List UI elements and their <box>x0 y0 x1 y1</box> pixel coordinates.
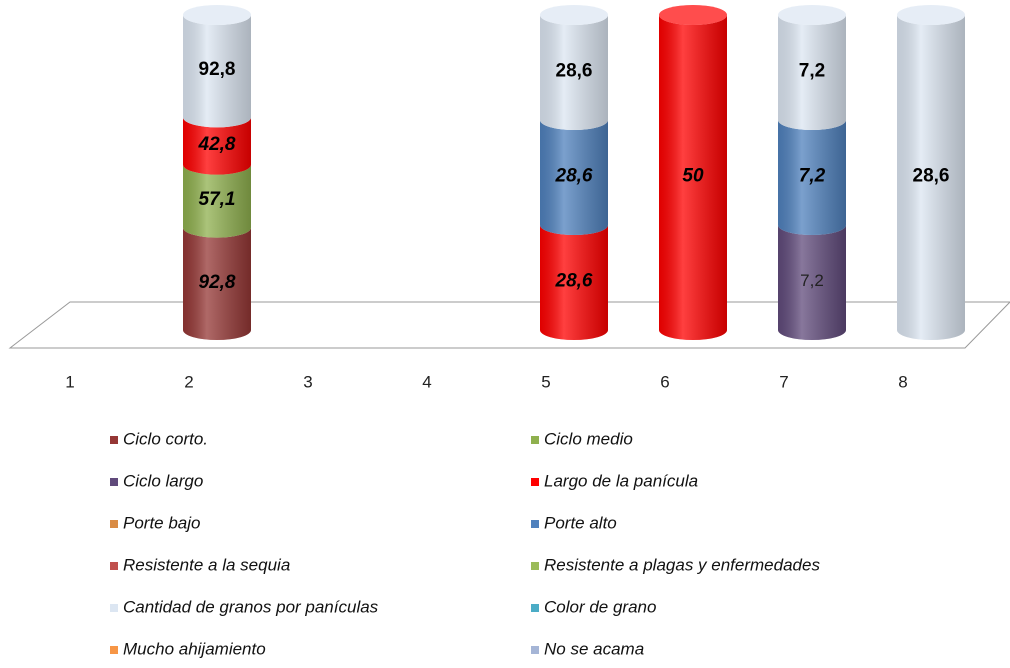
legend-label: Largo de la panícula <box>544 471 698 490</box>
legend-label: Mucho ahijamiento <box>123 639 266 658</box>
bar-cap <box>183 5 251 25</box>
bar-shading <box>183 164 251 238</box>
legend-swatch <box>531 478 539 486</box>
data-label: 7,2 <box>799 166 826 187</box>
legend-swatch <box>531 604 539 612</box>
data-label: 7,2 <box>800 271 824 290</box>
bar-cap-highlight <box>540 5 608 25</box>
x-tick-label: 3 <box>303 372 312 391</box>
bar-shading <box>778 225 846 340</box>
legend-label: Ciclo corto. <box>123 429 208 448</box>
bar-shading <box>540 15 608 130</box>
bar-cap <box>540 5 608 25</box>
data-label: 50 <box>682 166 704 187</box>
legend-label: Cantidad de granos por panículas <box>123 597 379 616</box>
bar-cap <box>778 5 846 25</box>
legend-swatch <box>531 562 539 570</box>
bar-shading <box>897 15 965 340</box>
bar-cap-highlight <box>778 5 846 25</box>
x-tick-label: 2 <box>184 372 193 391</box>
data-label: 42,8 <box>198 134 236 155</box>
legend-label: No se acama <box>544 639 644 658</box>
x-tick-label: 7 <box>779 372 788 391</box>
legend-swatch <box>110 520 118 528</box>
legend-swatch <box>110 604 118 612</box>
legend-label: Porte bajo <box>123 513 201 532</box>
legend-label: Resistente a la sequia <box>123 555 290 574</box>
legend-label: Ciclo medio <box>544 429 633 448</box>
data-label: 92,8 <box>199 59 236 80</box>
data-label: 28,6 <box>555 166 593 187</box>
legend-label: Color de grano <box>544 597 656 616</box>
bar-cap-highlight <box>183 5 251 25</box>
bar-shading <box>778 15 846 130</box>
x-tick-label: 4 <box>422 372 431 391</box>
legend-swatch <box>110 436 118 444</box>
data-label: 28,6 <box>556 61 593 82</box>
bar-shading <box>540 120 608 235</box>
bar-shading <box>183 117 251 175</box>
legend-label: Resistente a plagas y enfermedades <box>544 555 820 574</box>
legend-swatch <box>110 478 118 486</box>
bar-shading <box>540 225 608 340</box>
plot-floor <box>8 301 1010 349</box>
bar-shading <box>778 120 846 235</box>
legend-swatch <box>110 646 118 654</box>
legend-swatch <box>531 436 539 444</box>
data-label: 57,1 <box>199 189 236 210</box>
data-label: 28,6 <box>913 166 950 187</box>
legend-label: Porte alto <box>544 513 617 532</box>
bar-cap <box>897 5 965 25</box>
legend-swatch <box>531 646 539 654</box>
x-tick-label: 8 <box>898 372 907 391</box>
x-tick-label: 5 <box>541 372 550 391</box>
bar-shading <box>183 227 251 340</box>
bar-shading <box>183 15 251 128</box>
bar-cap-highlight <box>659 5 727 25</box>
legend-swatch <box>110 562 118 570</box>
x-tick-label: 6 <box>660 372 669 391</box>
legend-swatch <box>531 520 539 528</box>
x-tick-label: 1 <box>65 372 74 391</box>
legend-label: Ciclo largo <box>123 471 203 490</box>
bar-cap <box>659 5 727 25</box>
data-label: 92,8 <box>199 272 236 293</box>
bar-shading <box>659 15 727 340</box>
data-label: 28,6 <box>555 271 593 292</box>
data-label: 7,2 <box>799 61 825 82</box>
bar-cap-highlight <box>897 5 965 25</box>
